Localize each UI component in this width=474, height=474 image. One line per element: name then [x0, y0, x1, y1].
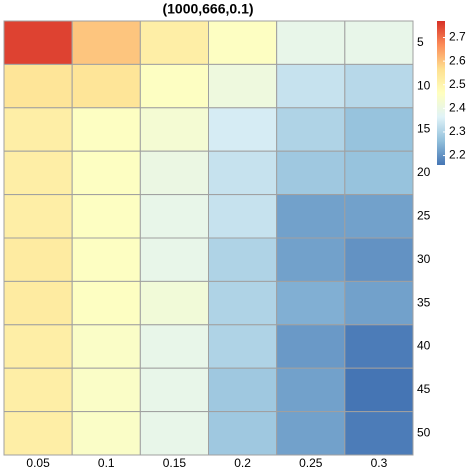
heatmap-cell [344, 150, 414, 196]
heatmap-cell [139, 367, 209, 413]
y-tick-label: 5 [417, 35, 424, 49]
chart-title: (1000,666,0.1) [162, 1, 253, 17]
heatmap-cell [208, 324, 278, 369]
heatmap-cell [344, 324, 414, 369]
heatmap-cell [71, 411, 141, 456]
x-tick-label: 0.05 [26, 456, 50, 470]
heatmap-cell [344, 367, 414, 413]
heatmap-cell [208, 20, 278, 65]
y-tick-label: 15 [417, 122, 431, 136]
legend-tick-label: 2.2 [449, 148, 466, 162]
heatmap-cell [3, 63, 73, 109]
heatmap-cell [71, 107, 141, 152]
y-tick-label: 40 [417, 339, 431, 353]
legend-tick-label: 2.6 [449, 53, 466, 67]
heatmap-cell [208, 150, 278, 196]
heatmap-cell [208, 367, 278, 413]
heatmap-cell [276, 150, 346, 196]
heatmap-cell [71, 20, 141, 65]
heatmap-cell [3, 411, 73, 456]
heatmap-cell [344, 280, 414, 326]
heatmap-cell [276, 194, 346, 239]
heatmap-cell [3, 150, 73, 196]
heatmap-cell [71, 324, 141, 369]
heatmap-cell [71, 367, 141, 413]
heatmap-cell [139, 150, 209, 196]
y-tick-label: 50 [417, 425, 431, 439]
heatmap-cell [208, 194, 278, 239]
heatmap-cell [3, 237, 73, 282]
heatmap-cell [3, 367, 73, 413]
heatmap-cell [344, 194, 414, 239]
heatmap-cell [276, 367, 346, 413]
legend-tick-label: 2.5 [449, 77, 466, 91]
legend-tick-label: 2.4 [449, 101, 466, 115]
y-tick-label: 10 [417, 78, 431, 92]
y-tick-label: 25 [417, 208, 431, 222]
heatmap-cell [71, 63, 141, 109]
heatmap-cell [344, 107, 414, 152]
heatmap-cell [139, 63, 209, 109]
heatmap-cell [276, 63, 346, 109]
heatmap-cell [276, 20, 346, 65]
heatmap-cell [71, 194, 141, 239]
heatmap-cell [139, 411, 209, 456]
legend-tick-label: 2.7 [449, 30, 466, 44]
color-legend [437, 21, 445, 165]
heatmap-cell [208, 411, 278, 456]
y-tick-label: 30 [417, 252, 431, 266]
heatmap-cell [208, 280, 278, 326]
heatmap-cell [344, 63, 414, 109]
y-tick-label: 45 [417, 382, 431, 396]
x-tick-label: 0.15 [163, 456, 187, 470]
heatmap-cell [208, 107, 278, 152]
heatmap-cell [344, 20, 414, 65]
heatmap-cell [3, 107, 73, 152]
heatmap-cell [71, 280, 141, 326]
heatmap-cell [3, 20, 73, 65]
y-tick-label: 20 [417, 165, 431, 179]
legend-tick-label: 2.3 [449, 124, 466, 138]
heatmap-cell [208, 63, 278, 109]
heatmap-cell [139, 107, 209, 152]
heatmap-cell [139, 324, 209, 369]
heatmap-cell [276, 237, 346, 282]
heatmap-cell [139, 20, 209, 65]
heatmap-cell [3, 280, 73, 326]
heatmap-cell [71, 237, 141, 282]
heatmap-cell [71, 150, 141, 196]
heatmap-cell [276, 411, 346, 456]
x-tick-label: 0.2 [234, 456, 251, 470]
heatmap-cell [276, 107, 346, 152]
heatmap-cell [139, 194, 209, 239]
heatmap-cell [344, 237, 414, 282]
heatmap-cell [139, 280, 209, 326]
heatmap-cell [276, 280, 346, 326]
heatmap-cell [276, 324, 346, 369]
heatmap-cell [344, 411, 414, 456]
x-tick-label: 0.1 [98, 456, 115, 470]
heatmap-cell [3, 194, 73, 239]
heatmap-cell [208, 237, 278, 282]
heatmap-cell [3, 324, 73, 369]
x-tick-label: 0.3 [371, 456, 388, 470]
x-tick-label: 0.25 [299, 456, 323, 470]
y-tick-label: 35 [417, 295, 431, 309]
heatmap-cell [139, 237, 209, 282]
